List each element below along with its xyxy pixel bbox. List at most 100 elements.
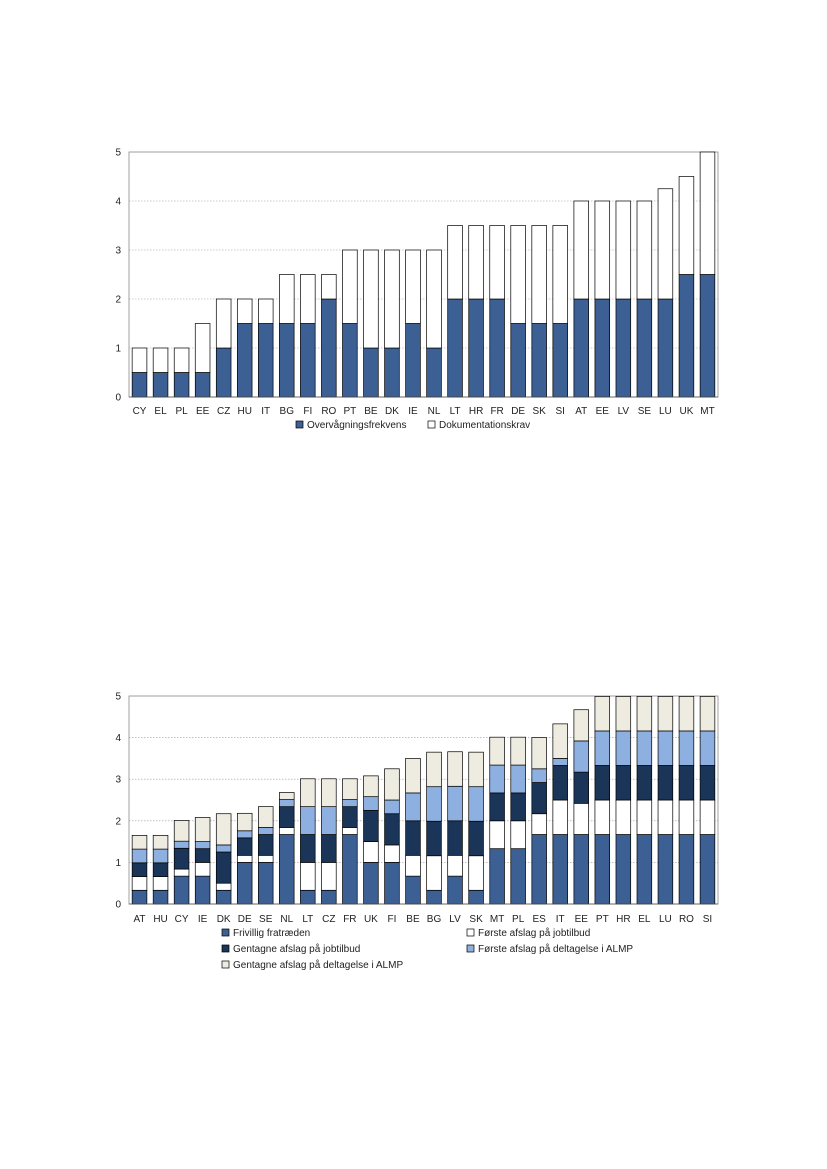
bar-segment-pl-0	[510, 848, 526, 905]
bar-segment-ee-0	[194, 372, 211, 398]
x-tick-label: LU	[659, 406, 672, 417]
x-tick-label: PL	[512, 914, 525, 925]
bar-segment-nl-3	[279, 799, 295, 808]
bar-segment-es-0	[531, 834, 547, 905]
bar-segment-be-1	[405, 854, 421, 877]
bar-segment-lt-1	[447, 225, 463, 300]
bar-segment-si-3	[699, 730, 716, 766]
bar-segment-si-1	[552, 225, 568, 324]
bar-segment-ie-2	[194, 848, 211, 863]
y-tick-label: 2	[115, 295, 121, 306]
bar-segment-fr-3	[342, 799, 358, 808]
bar-segment-si-2	[699, 765, 716, 801]
bar-segment-ro-3	[678, 730, 695, 766]
x-tick-label: SE	[259, 914, 273, 925]
bar-segment-sk-0	[531, 323, 547, 398]
bar-segment-de-4	[236, 812, 253, 832]
bar-segment-pt-1	[594, 799, 611, 835]
x-tick-label: RO	[321, 406, 336, 417]
bar-segment-nl-1	[426, 249, 442, 349]
bar-segment-pl-0	[173, 372, 190, 398]
x-tick-label: LU	[659, 914, 672, 925]
bar-segment-cy-0	[173, 875, 190, 905]
bar-segment-it-0	[552, 834, 568, 905]
bar-segment-dk-0	[384, 347, 400, 398]
bar-segment-hr-3	[615, 730, 632, 766]
bar-segment-cy-1	[131, 347, 148, 373]
x-tick-label: UK	[679, 406, 693, 417]
x-tick-label: EE	[596, 406, 610, 417]
bar-segment-de-3	[236, 830, 253, 839]
bar-segment-hr-1	[615, 799, 632, 835]
bar-segment-fr-1	[489, 225, 505, 300]
x-tick-label: FI	[303, 406, 312, 417]
bar-segment-bg-1	[279, 274, 295, 324]
bar-segment-hu-3	[152, 848, 169, 864]
bar-segment-hu-4	[152, 835, 169, 850]
x-tick-label: HR	[616, 914, 630, 925]
bar-segment-pt-0	[342, 323, 358, 398]
x-tick-label: CY	[175, 914, 189, 925]
bar-segment-hr-0	[468, 298, 484, 398]
bar-segment-pt-4	[594, 696, 611, 732]
bar-segment-se-4	[258, 806, 274, 828]
x-tick-label: MT	[490, 914, 504, 925]
bar-segment-cy-0	[131, 372, 148, 398]
bar-segment-be-2	[405, 820, 421, 856]
bar-segment-ee-1	[573, 802, 589, 835]
x-tick-label: EL	[638, 914, 651, 925]
chart-bottom: 0 1 2 3 4 5 AT HU CY IE DK DE SE NL LT CZ FR UK FI BE BG LV SK…	[115, 692, 719, 971]
bar-segment-ro-0	[321, 298, 337, 398]
x-tick-label: BG	[280, 406, 295, 417]
x-tick-label: IE	[408, 406, 418, 417]
bar-segment-de-0	[510, 323, 526, 398]
x-tick-label: NL	[428, 406, 441, 417]
x-tick-label: DE	[238, 914, 252, 925]
bar-segment-sk-1	[531, 225, 547, 324]
bar-segment-pl-4	[510, 736, 526, 766]
bar-segment-fr-4	[342, 778, 358, 800]
bar-segment-si-0	[552, 323, 568, 398]
bar-segment-cy-4	[173, 820, 190, 842]
y-tick-label: 5	[115, 692, 121, 703]
x-tick-label: IE	[198, 914, 208, 925]
y-tick-label: 0	[115, 393, 121, 404]
bar-segment-el-1	[636, 799, 653, 835]
x-tick-label: PT	[596, 914, 609, 925]
bar-segment-cz-2	[321, 834, 337, 863]
y-tick-label: 3	[115, 246, 121, 257]
bar-segment-be-0	[363, 347, 379, 398]
bar-segment-fi-0	[384, 862, 400, 905]
bar-segment-mt-1	[489, 820, 505, 850]
bar-segment-si-4	[699, 696, 716, 732]
bar-segment-cz-0	[215, 347, 232, 398]
bar-segment-hu-0	[236, 323, 253, 398]
bar-segment-de-2	[236, 837, 253, 856]
bar-segment-uk-4	[363, 775, 379, 798]
bar-segment-se-2	[258, 834, 274, 856]
bar-segment-fi-0	[300, 323, 316, 398]
bar-segment-pl-1	[173, 347, 190, 373]
y-tick-label: 3	[115, 775, 121, 786]
y-tick-label: 1	[115, 858, 121, 869]
bar-segment-pl-2	[510, 792, 526, 822]
bar-segment-bg-0	[426, 889, 442, 905]
bar-segment-it-2	[552, 765, 568, 801]
bar-segment-el-0	[636, 834, 653, 905]
bar-segment-fi-2	[384, 813, 400, 846]
bar-segment-pt-0	[594, 834, 611, 905]
x-tick-label: SK	[469, 914, 483, 925]
x-tick-label: ES	[533, 914, 547, 925]
legend-swatch	[295, 420, 304, 429]
bar-segment-pt-2	[594, 765, 611, 801]
bar-segment-fi-1	[384, 844, 400, 863]
bar-segment-cz-1	[321, 862, 337, 891]
bar-segment-es-4	[531, 737, 547, 770]
x-tick-label: LT	[450, 406, 461, 417]
bar-segment-hu-0	[152, 889, 169, 905]
x-tick-label: MT	[700, 406, 714, 417]
x-tick-label: AT	[133, 914, 145, 925]
bar-segment-se-0	[258, 862, 274, 905]
legend-swatch	[466, 944, 475, 953]
bar-segment-ee-1	[194, 323, 211, 373]
